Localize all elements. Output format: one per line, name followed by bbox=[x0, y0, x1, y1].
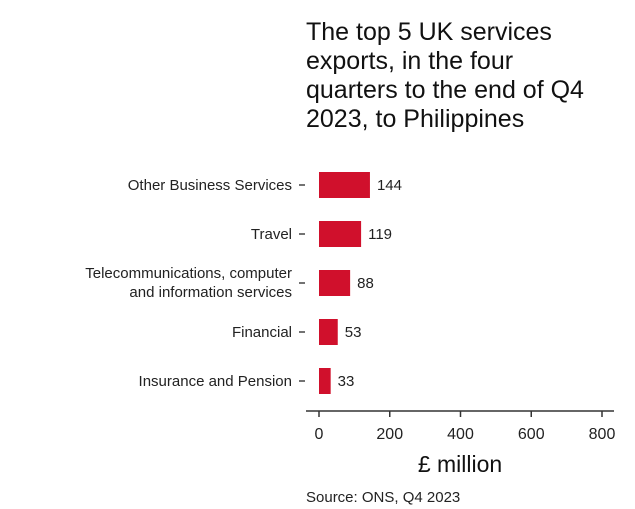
x-tick-label: 800 bbox=[589, 426, 616, 443]
category-label: Telecommunications, computer bbox=[85, 265, 292, 282]
bar bbox=[319, 270, 351, 296]
bar bbox=[319, 319, 338, 345]
data-label: 119 bbox=[368, 226, 392, 243]
chart-title-line: 2023, to Philippines bbox=[306, 105, 524, 133]
category-label: Other Business Services bbox=[128, 177, 292, 194]
category-label: Insurance and Pension bbox=[139, 373, 292, 390]
data-label: 53 bbox=[345, 324, 362, 341]
bar bbox=[319, 221, 362, 247]
chart-title-line: exports, in the four bbox=[306, 47, 513, 75]
bar bbox=[319, 172, 370, 198]
bars bbox=[319, 172, 370, 394]
category-labels: Other Business Services Travel Telecommuni… bbox=[85, 177, 305, 390]
category-label: Financial bbox=[232, 324, 292, 341]
x-tick-label: 600 bbox=[518, 426, 545, 443]
x-axis-title: £ million bbox=[418, 451, 502, 477]
x-tick-label: 0 bbox=[315, 426, 324, 443]
chart-title-line: The top 5 UK services bbox=[306, 18, 552, 46]
bar bbox=[319, 368, 331, 394]
x-axis: 0 200 400 600 800 bbox=[306, 410, 616, 443]
data-label: 144 bbox=[377, 177, 402, 194]
category-label: and information services bbox=[129, 284, 292, 301]
x-tick-label: 400 bbox=[447, 426, 474, 443]
category-label: Travel bbox=[251, 226, 292, 243]
data-label: 33 bbox=[338, 373, 355, 390]
value-labels: 144 119 88 53 33 bbox=[338, 177, 402, 390]
data-label: 88 bbox=[357, 275, 374, 292]
chart-title-line: quarters to the end of Q4 bbox=[306, 76, 584, 104]
source-note: Source: ONS, Q4 2023 bbox=[306, 489, 460, 506]
x-tick-label: 200 bbox=[376, 426, 403, 443]
